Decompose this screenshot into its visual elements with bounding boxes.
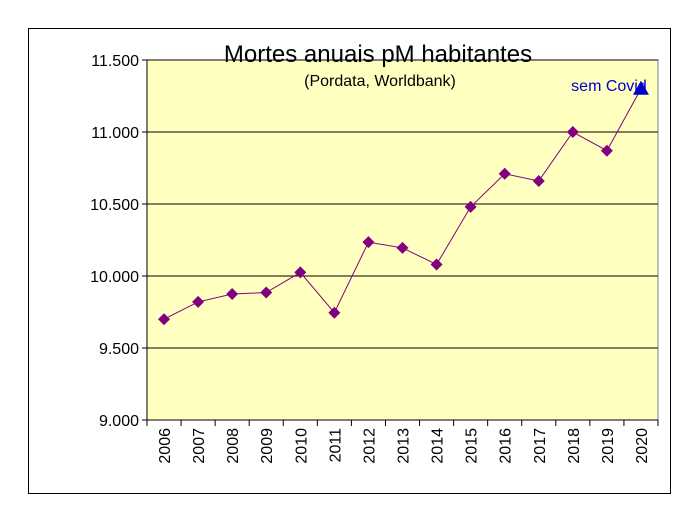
x-tick-label-2010: 2010: [293, 428, 310, 464]
point-2013: [396, 241, 409, 254]
x-tick-label-2014: 2014: [430, 428, 447, 464]
x-tick-label-2013: 2013: [396, 428, 413, 464]
x-tick-label-2017: 2017: [532, 428, 549, 464]
y-tick-label-3: 10.500: [90, 197, 139, 214]
point-2006: [158, 313, 171, 326]
point-2017: [532, 174, 545, 187]
x-tick-label-2020: 2020: [634, 428, 651, 464]
plot-area: [146, 59, 659, 421]
point-2019: [600, 144, 613, 157]
y-tick-label-5: 11.500: [91, 53, 139, 70]
axes: 9.000 9.500 10.000 10.500 11.000 11.500 2006 20…: [90, 53, 659, 464]
y-tick-label-1: 9.500: [99, 341, 139, 358]
chart-subtitle: (Pordata, Worldbank): [304, 73, 456, 90]
chart-title: Mortes anuais pM habitantes: [224, 41, 532, 68]
point-2008: [226, 288, 239, 300]
point-2014: [430, 258, 443, 271]
point-2012: [362, 236, 375, 249]
x-tick-label-2009: 2009: [259, 428, 276, 464]
point-2007: [192, 295, 205, 308]
y-tick-label-4: 11.000: [91, 125, 139, 142]
series-1-line: [606, 88, 642, 151]
point-2020-triangle: [632, 80, 649, 95]
point-2011: [328, 306, 341, 319]
point-2009: [260, 286, 273, 299]
x-tick-label-2016: 2016: [498, 428, 515, 464]
y-tick-label-0: 9.000: [99, 413, 139, 430]
series-markers: [158, 80, 649, 326]
x-tick-label-2018: 2018: [566, 428, 583, 464]
point-2015: [464, 200, 477, 213]
x-tick-label-2007: 2007: [191, 428, 208, 464]
x-tick-label-2011: 2011: [327, 428, 344, 463]
x-tick-label-2015: 2015: [464, 428, 481, 464]
x-tick-label-2019: 2019: [600, 428, 617, 464]
x-tick-label-2012: 2012: [361, 428, 378, 464]
x-tick-label-2006: 2006: [157, 428, 174, 464]
point-2016: [498, 167, 511, 180]
annotation-sem-covid: sem Covid: [571, 78, 647, 95]
x-tick-label-2008: 2008: [225, 428, 242, 464]
y-tick-label-2: 10.000: [90, 269, 139, 286]
point-2010: [294, 266, 307, 279]
gridlines: [147, 59, 658, 349]
point-2018: [566, 126, 579, 138]
